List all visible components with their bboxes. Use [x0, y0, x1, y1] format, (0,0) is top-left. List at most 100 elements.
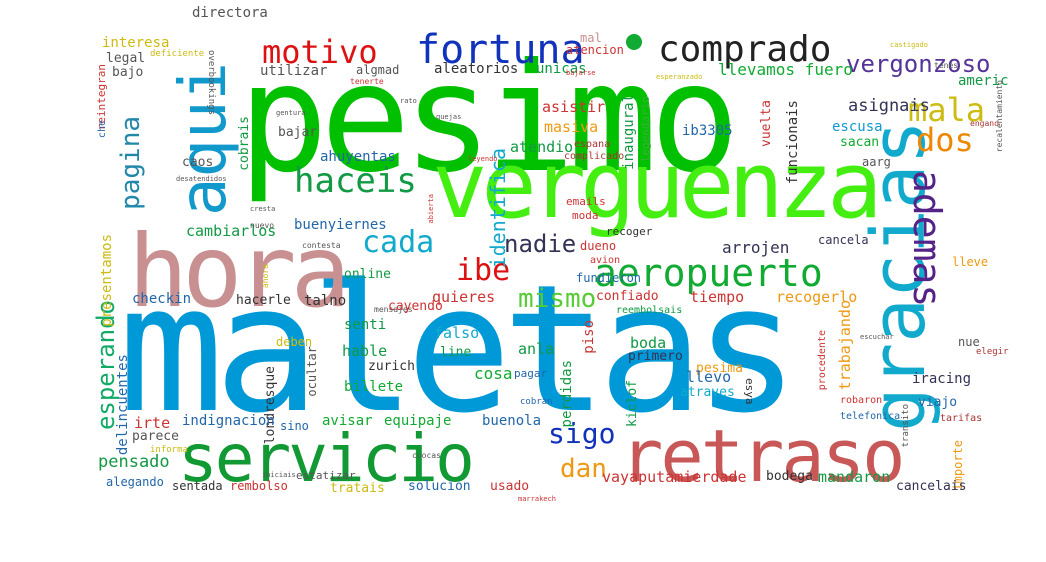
word-tenes: tenes: [934, 61, 959, 70]
word-bajo: bajo: [112, 65, 144, 80]
word-viajo: viajo: [918, 395, 958, 410]
word-pesimo: pesimo: [238, 32, 740, 206]
word-transito: transito: [901, 404, 911, 448]
word-atencion: atencion: [566, 43, 624, 57]
word-vergonzoso: vergonzoso: [846, 50, 991, 78]
word-buenyiernes: buenyiernes: [294, 217, 387, 233]
word-londresque: londresque: [263, 366, 278, 445]
word-robaron: robaron: [840, 395, 883, 406]
word-buenola: buenola: [482, 413, 542, 429]
word-cada: cada: [362, 225, 435, 260]
word-gentura: gentura: [276, 109, 306, 117]
word-pagar: pagar: [514, 367, 548, 380]
word-legendario: legendario: [639, 96, 652, 163]
word-sentada: sentada: [172, 479, 223, 493]
word-cobrais: cobrais: [237, 116, 252, 171]
word-boda: boda: [630, 334, 667, 352]
word-solucion: solucion: [408, 479, 471, 494]
word-che: che: [97, 120, 108, 139]
word-leyendo: leyendo: [468, 155, 498, 163]
word-sino: sino: [280, 419, 309, 433]
word-overbookings: overbookings: [206, 50, 216, 116]
word-talno: talno: [304, 293, 347, 309]
word-hacerle: hacerle: [236, 293, 291, 308]
word-avion: avion: [590, 255, 621, 266]
word-informa: informa: [150, 445, 188, 455]
word-iniciais: iniciais: [262, 471, 296, 479]
word-atendio: atendio: [510, 138, 574, 156]
word-complicado: complicado: [564, 151, 625, 162]
word-rembolso: rembolso: [230, 479, 288, 493]
word-sacan: sacan: [840, 135, 880, 150]
word-reembolsais: reembolsais: [616, 305, 683, 316]
word-motivo: motivo: [262, 33, 378, 71]
word-fundieron: fundieron: [576, 271, 642, 285]
word-cresta: cresta: [250, 205, 276, 213]
word-espana: espana: [574, 139, 611, 150]
word-mala: mala: [908, 91, 986, 129]
dot-mark: [626, 34, 642, 50]
word-delincuentes: delincuentes: [115, 354, 131, 456]
word-billete: billete: [344, 379, 404, 395]
word-pensado: pensado: [98, 452, 170, 472]
word-parece: parece: [132, 429, 179, 444]
word-aarg: aarg: [862, 155, 891, 169]
word-haceis: haceis: [294, 161, 417, 201]
word-castigado: castigado: [890, 41, 928, 49]
word-checkin: checkin: [132, 291, 192, 307]
word-mandaron: mandaron: [818, 468, 891, 486]
word-lleve: lleve: [952, 255, 989, 269]
word-falso: falso: [434, 324, 480, 342]
word-trabajando: trabajando: [836, 300, 854, 391]
word-nue: nue: [958, 335, 980, 349]
word-dueno: dueno: [580, 239, 617, 253]
word-piso: piso: [581, 320, 597, 354]
word-cosa: cosa: [474, 364, 513, 383]
word-dos: dos: [916, 121, 974, 159]
word-indignacion: indignacion: [182, 413, 275, 429]
word-marrakech: marrakech: [518, 495, 556, 503]
word-caos: caos: [182, 155, 214, 170]
word-usado: usado: [490, 479, 530, 494]
word-zurich: zurich: [368, 359, 415, 374]
word-desatendidos: desatendidos: [176, 175, 227, 183]
word-online: online: [344, 267, 391, 282]
word-hable: hable: [342, 342, 388, 360]
word-alegando: alegando: [106, 475, 164, 489]
word-funcionais: funcionais: [785, 100, 801, 185]
word-recalentamiento: recalentamiento: [995, 80, 1004, 153]
word-abierta: abierta: [427, 194, 435, 224]
word-utilizar: utilizar: [260, 63, 328, 79]
word-comprado: comprado: [658, 29, 832, 70]
word-maletas: maletas: [118, 247, 800, 452]
word-llevamos-fuero: llevamos fuero: [718, 60, 853, 79]
word-senti: senti: [344, 317, 387, 333]
word-retraso: retraso: [620, 414, 905, 498]
word-nuevo: nuevo: [250, 221, 275, 230]
word-ademas: ademas: [905, 170, 949, 308]
word-vuelta: vuelta: [759, 100, 774, 147]
word-quejas: quejas: [436, 113, 462, 121]
word-presentamos: presentamos: [99, 234, 115, 327]
word-vayaputamierdade: vayaputamierdade: [602, 468, 747, 486]
word-bajar: bajar: [278, 125, 318, 140]
word-line: line: [440, 345, 472, 360]
word-ib3305: ib3305: [682, 123, 733, 139]
word-escusa: escusa: [832, 119, 883, 135]
word-tratais: tratais: [330, 481, 385, 496]
word-confiado: confiado: [596, 289, 659, 304]
word-tenerte: tenerte: [350, 77, 384, 86]
word-pesima: pesima: [696, 361, 743, 376]
word-sigo: sigo: [548, 417, 616, 450]
word-ibe: ibe: [456, 253, 511, 288]
word-nadie: nadie: [504, 230, 577, 258]
word-mismo: mismo: [518, 284, 597, 314]
word-moda: moda: [572, 209, 599, 222]
word-ahuyentas: ahuyentas: [320, 149, 396, 165]
word-escuchar: escuchar: [860, 333, 894, 341]
word-servicio: servicio: [178, 420, 475, 497]
word-perdidas: perdidas: [559, 360, 575, 428]
word-legal: legal: [106, 51, 146, 66]
word-arrojen: arrojen: [722, 238, 790, 257]
